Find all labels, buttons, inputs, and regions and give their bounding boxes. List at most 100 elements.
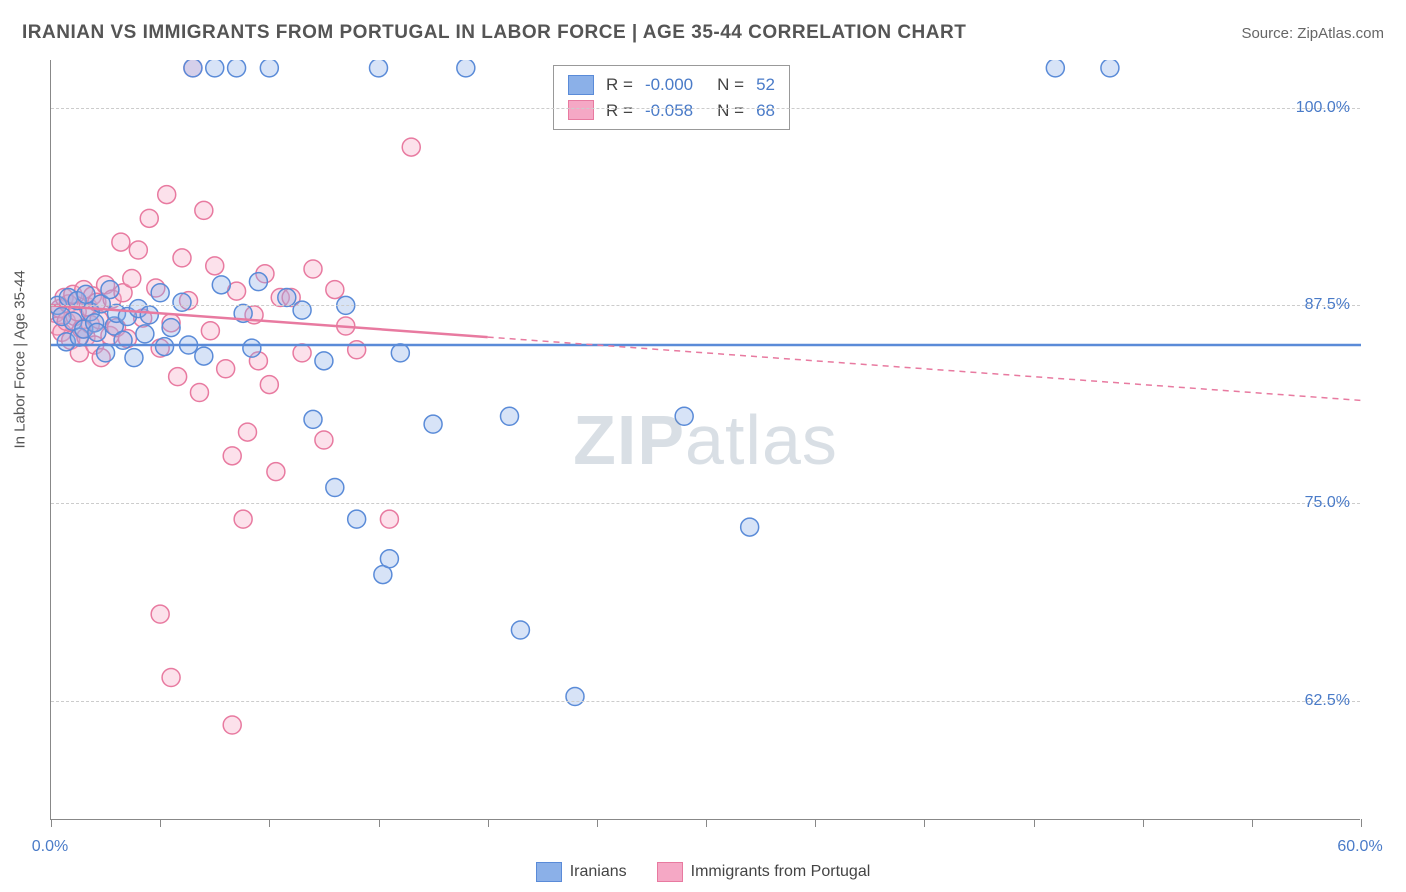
source-label: Source: ZipAtlas.com bbox=[1241, 25, 1384, 42]
y-tick-label: 87.5% bbox=[1305, 296, 1350, 314]
data-point bbox=[348, 341, 366, 359]
data-point bbox=[201, 322, 219, 340]
data-point bbox=[315, 431, 333, 449]
y-tick-label: 100.0% bbox=[1296, 99, 1350, 117]
data-point bbox=[228, 60, 246, 77]
data-point bbox=[239, 423, 257, 441]
chart-plot-area: ZIPatlas R =-0.000N =52R =-0.058N =68 62… bbox=[50, 60, 1360, 820]
data-point bbox=[260, 60, 278, 77]
data-point bbox=[501, 407, 519, 425]
data-point bbox=[212, 276, 230, 294]
data-point bbox=[217, 360, 235, 378]
data-point bbox=[140, 209, 158, 227]
grid-line bbox=[51, 305, 1360, 306]
legend-n-value: 52 bbox=[756, 72, 775, 98]
data-point bbox=[136, 325, 154, 343]
x-tick-label: 60.0% bbox=[1337, 838, 1382, 856]
data-point bbox=[169, 368, 187, 386]
grid-line bbox=[51, 108, 1360, 109]
legend-item: Immigrants from Portugal bbox=[657, 862, 871, 882]
legend-n-label: N = bbox=[717, 98, 744, 124]
data-point bbox=[457, 60, 475, 77]
data-point bbox=[173, 249, 191, 267]
x-tick bbox=[160, 819, 161, 827]
data-point bbox=[348, 510, 366, 528]
data-point bbox=[260, 376, 278, 394]
data-point bbox=[140, 306, 158, 324]
x-tick bbox=[379, 819, 380, 827]
y-axis-label: In Labor Force | Age 35-44 bbox=[12, 270, 29, 448]
legend-label: Iranians bbox=[570, 863, 627, 881]
data-point bbox=[190, 384, 208, 402]
data-point bbox=[162, 319, 180, 337]
data-point bbox=[173, 293, 191, 311]
data-point bbox=[112, 233, 130, 251]
x-tick bbox=[1252, 819, 1253, 827]
legend-swatch bbox=[568, 100, 594, 120]
data-point bbox=[162, 669, 180, 687]
data-point bbox=[315, 352, 333, 370]
data-point bbox=[1101, 60, 1119, 77]
data-point bbox=[195, 347, 213, 365]
y-tick-label: 75.0% bbox=[1305, 494, 1350, 512]
data-point bbox=[243, 339, 261, 357]
legend-r-value: -0.058 bbox=[645, 98, 693, 124]
grid-line bbox=[51, 503, 1360, 504]
x-tick bbox=[1034, 819, 1035, 827]
legend-swatch bbox=[657, 862, 683, 882]
data-point bbox=[195, 201, 213, 219]
legend-r-label: R = bbox=[606, 98, 633, 124]
legend-r-label: R = bbox=[606, 72, 633, 98]
legend-swatch bbox=[568, 75, 594, 95]
x-tick bbox=[269, 819, 270, 827]
data-point bbox=[206, 60, 224, 77]
data-point bbox=[380, 510, 398, 528]
data-point bbox=[304, 260, 322, 278]
data-point bbox=[158, 186, 176, 204]
data-point bbox=[293, 301, 311, 319]
data-point bbox=[326, 281, 344, 299]
legend-swatch bbox=[536, 862, 562, 882]
data-point bbox=[304, 410, 322, 428]
trend-line-extrapolated bbox=[488, 337, 1361, 400]
series-legend: Iranians Immigrants from Portugal bbox=[0, 862, 1406, 882]
data-point bbox=[424, 415, 442, 433]
data-point bbox=[380, 550, 398, 568]
x-tick-label: 0.0% bbox=[32, 838, 68, 856]
data-point bbox=[326, 479, 344, 497]
x-tick bbox=[706, 819, 707, 827]
data-point bbox=[1046, 60, 1064, 77]
grid-line bbox=[51, 701, 1360, 702]
x-tick bbox=[51, 819, 52, 827]
correlation-legend: R =-0.000N =52R =-0.058N =68 bbox=[553, 65, 790, 130]
x-tick bbox=[597, 819, 598, 827]
data-point bbox=[402, 138, 420, 156]
data-point bbox=[293, 344, 311, 362]
data-point bbox=[675, 407, 693, 425]
data-point bbox=[249, 273, 267, 291]
data-point bbox=[123, 270, 141, 288]
data-point bbox=[184, 60, 202, 77]
legend-item: Iranians bbox=[536, 862, 627, 882]
data-point bbox=[278, 289, 296, 307]
x-tick bbox=[488, 819, 489, 827]
data-point bbox=[88, 323, 106, 341]
chart-title: IRANIAN VS IMMIGRANTS FROM PORTUGAL IN L… bbox=[22, 22, 966, 44]
data-point bbox=[151, 284, 169, 302]
x-tick bbox=[924, 819, 925, 827]
x-tick bbox=[1143, 819, 1144, 827]
legend-n-label: N = bbox=[717, 72, 744, 98]
data-point bbox=[370, 60, 388, 77]
data-point bbox=[223, 716, 241, 734]
legend-r-value: -0.000 bbox=[645, 72, 693, 98]
data-point bbox=[97, 344, 115, 362]
x-tick bbox=[1361, 819, 1362, 827]
x-tick bbox=[815, 819, 816, 827]
y-tick-label: 62.5% bbox=[1305, 692, 1350, 710]
data-point bbox=[566, 688, 584, 706]
legend-stat-row: R = -0.000 N = 52 bbox=[568, 72, 775, 98]
data-point bbox=[125, 349, 143, 367]
data-point bbox=[206, 257, 224, 275]
legend-stat-row: R =-0.058N =68 bbox=[568, 98, 775, 124]
data-point bbox=[234, 510, 252, 528]
